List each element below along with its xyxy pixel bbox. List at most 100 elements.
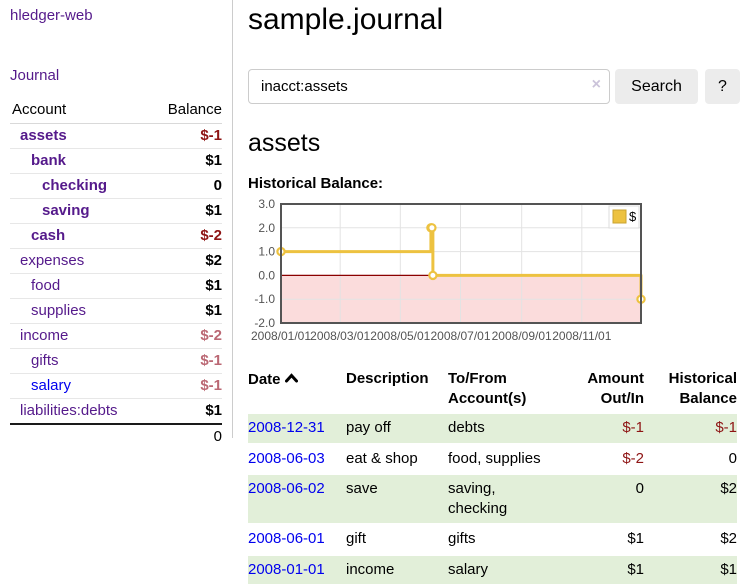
search-button[interactable]: Search <box>615 69 698 104</box>
transaction-accounts: saving, checking <box>448 474 582 526</box>
chart-title: Historical Balance: <box>248 174 384 192</box>
transaction-balance: 0 <box>644 443 737 476</box>
account-link[interactable]: checking <box>42 177 108 194</box>
account-link[interactable]: income <box>20 327 69 344</box>
account-link[interactable]: assets <box>20 127 67 144</box>
transaction-balance: $2 <box>644 474 737 526</box>
column-header-date[interactable]: Date <box>248 367 346 415</box>
svg-text:2008/01/01: 2008/01/01 <box>251 329 311 343</box>
transaction-amount: $1 <box>582 524 644 556</box>
account-tree: Account Balance assets $-1 bank <box>10 99 222 448</box>
transaction-date-link[interactable]: 2008-06-03 <box>248 449 325 467</box>
account-row: checking 0 <box>10 173 222 199</box>
account-balance: $1 <box>150 298 222 324</box>
account-row: income $-2 <box>10 323 222 349</box>
search-input[interactable] <box>248 69 610 104</box>
account-balance: $-1 <box>150 348 222 374</box>
account-link[interactable]: liabilities:debts <box>20 402 118 419</box>
transaction-description: eat & shop <box>346 443 448 476</box>
account-balance: 0 <box>150 173 222 199</box>
help-button[interactable]: ? <box>705 69 740 104</box>
account-balance: $-1 <box>150 373 222 399</box>
svg-text:2008/09/01: 2008/09/01 <box>492 329 552 343</box>
account-link[interactable]: salary <box>31 377 72 394</box>
account-row: supplies $1 <box>10 298 222 324</box>
account-balance: $-1 <box>150 123 222 149</box>
transaction-date-link[interactable]: 2008-06-02 <box>248 480 325 498</box>
transaction-balance: $1 <box>644 554 737 586</box>
transaction-accounts: debts <box>448 414 582 445</box>
transaction-accounts: salary <box>448 554 582 586</box>
account-link[interactable]: supplies <box>31 302 87 319</box>
account-balance: $1 <box>150 273 222 299</box>
register-row: 2008-06-03 eat & shop food, supplies $-2… <box>248 443 737 476</box>
app-title-link[interactable]: hledger-web <box>10 7 93 24</box>
sidebar-item-journal[interactable]: Journal <box>10 67 60 84</box>
sidebar: hledger-web Journal Account Balance asse… <box>0 0 233 448</box>
historical-balance-chart[interactable]: $3.0 2.0 1.0 0.0 -1.0 -2.0 2008/01/01 2008/03/0… <box>248 197 740 351</box>
svg-text:-1.0: -1.0 <box>254 292 275 306</box>
accounts-total-value: 0 <box>150 423 222 448</box>
search-form: × Search ? <box>248 69 740 104</box>
svg-text:-2.0: -2.0 <box>254 316 275 330</box>
transaction-amount: $-2 <box>582 443 644 476</box>
account-row: bank $1 <box>10 148 222 174</box>
transaction-date-link[interactable]: 2008-12-31 <box>248 419 325 437</box>
account-link[interactable]: saving <box>42 202 90 219</box>
column-header-accounts: To/From Account(s) <box>448 369 527 407</box>
transaction-amount: $1 <box>582 554 644 586</box>
svg-text:2008/03/01: 2008/03/01 <box>310 329 370 343</box>
column-header-description: Description <box>346 369 429 387</box>
accounts-total-row: 0 <box>10 423 222 448</box>
column-header-balance: Historical Balance <box>668 369 737 407</box>
account-row: gifts $-1 <box>10 348 222 374</box>
svg-text:2008/07/01: 2008/07/01 <box>430 329 490 343</box>
account-page-title: assets <box>248 129 321 157</box>
account-balance: $-2 <box>150 223 222 249</box>
svg-text:0.0: 0.0 <box>258 268 275 282</box>
account-balance: $1 <box>150 398 222 425</box>
account-balance: $-2 <box>150 323 222 349</box>
transaction-description: save <box>346 474 448 526</box>
transaction-balance: $2 <box>644 524 737 556</box>
register-row: 2008-06-01 gift gifts $1 $2 <box>248 524 737 556</box>
account-row: saving $1 <box>10 198 222 224</box>
transaction-accounts: gifts <box>448 524 582 556</box>
transaction-date-link[interactable]: 2008-06-01 <box>248 530 325 548</box>
transaction-description: income <box>346 554 448 586</box>
register-row: 2008-06-02 save saving, checking 0 $2 <box>248 474 737 526</box>
account-balance: $1 <box>150 198 222 224</box>
balance-column-header: Balance <box>150 99 222 124</box>
account-link[interactable]: cash <box>31 227 66 244</box>
svg-text:2.0: 2.0 <box>258 221 275 235</box>
main-content: sample.journal × Search ? assets Histori… <box>233 0 742 586</box>
svg-text:2008/05/01: 2008/05/01 <box>370 329 430 343</box>
account-link[interactable]: expenses <box>20 252 85 269</box>
account-balance: $1 <box>150 148 222 174</box>
svg-text:1.0: 1.0 <box>258 244 275 258</box>
transaction-description: gift <box>346 524 448 556</box>
transaction-accounts: food, supplies <box>448 443 582 476</box>
transaction-amount: $-1 <box>582 414 644 445</box>
account-link[interactable]: gifts <box>31 352 59 369</box>
register-table: Date Description To/From Account(s) Amou… <box>248 367 737 586</box>
page-title: sample.journal <box>248 3 444 36</box>
account-column-header: Account <box>10 99 151 124</box>
account-balance: $2 <box>150 248 222 274</box>
account-row: food $1 <box>10 273 222 299</box>
account-row: assets $-1 <box>10 123 222 149</box>
svg-text:3.0: 3.0 <box>258 197 275 211</box>
transaction-date-link[interactable]: 2008-01-01 <box>248 560 325 578</box>
account-row: cash $-2 <box>10 223 222 249</box>
account-row: salary $-1 <box>10 373 222 399</box>
transaction-amount: 0 <box>582 474 644 526</box>
svg-text:$: $ <box>629 209 637 224</box>
account-link[interactable]: food <box>31 277 61 294</box>
clear-search-icon[interactable]: × <box>591 76 601 93</box>
transaction-description: pay off <box>346 414 448 445</box>
account-row: liabilities:debts $1 <box>10 398 222 425</box>
transaction-balance: $-1 <box>644 414 737 445</box>
account-link[interactable]: bank <box>31 152 67 169</box>
